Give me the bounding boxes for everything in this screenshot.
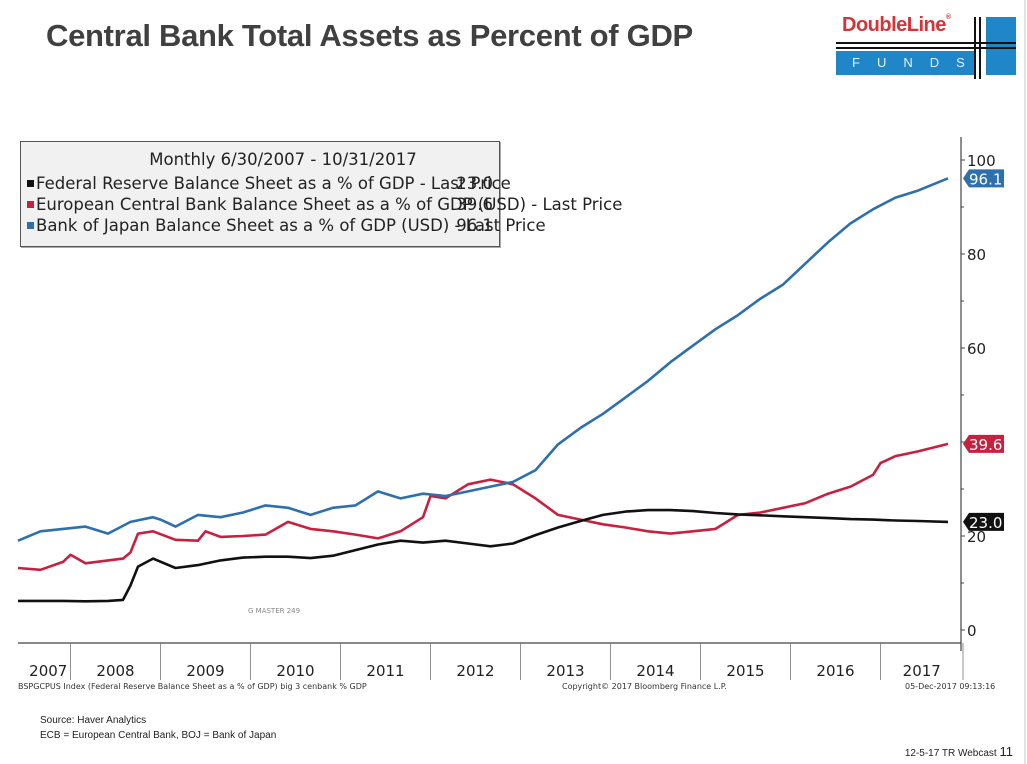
last-value-tag-fed: 23.0 (963, 512, 1004, 532)
logo-blue-square (986, 17, 1016, 75)
x-tick-label: 2009 (186, 662, 224, 680)
logo-brand: DoubleLine® (842, 14, 951, 37)
legend-label-boj: Bank of Japan Balance Sheet as a % of GD… (36, 216, 546, 235)
tag-value: 39.6 (969, 436, 1002, 454)
doubleline-logo: DoubleLine® FUNDS (836, 12, 1016, 79)
bloomberg-timestamp: 05-Dec-2017 09:13:16 (905, 682, 996, 691)
slide-edge (1024, 0, 1026, 764)
logo-line (974, 17, 976, 79)
central-bank-chart: 2007 2008 2009 2010 2011 2012 2013 2014 2015 2016… (17, 137, 1004, 680)
legend-swatch-boj (27, 222, 34, 229)
logo-line (836, 47, 1016, 49)
logo-brand-text: DoubleLine (842, 14, 946, 36)
last-value-tag-boj: 96.1 (963, 169, 1004, 188)
y-tick-label: 0 (967, 622, 977, 640)
legend-label-fed: Federal Reserve Balance Sheet as a % of … (36, 174, 511, 193)
legend-swatch-fed (27, 180, 34, 187)
page-number: 11 (999, 744, 1014, 759)
abbreviations-note: ECB = European Central Bank, BOJ = Bank … (40, 730, 277, 741)
series-line-fed (18, 508, 949, 603)
logo-funds: FUNDS (836, 51, 976, 75)
x-tick-label: 2011 (366, 662, 404, 680)
last-value-tag-ecb: 39.6 (963, 434, 1004, 454)
y-tick-label: 80 (967, 246, 986, 264)
chart-title: Monthly 6/30/2007 - 10/31/2017 (149, 150, 417, 169)
page-title: Central Bank Total Assets as Percent of … (46, 18, 693, 53)
legend-label-ecb: European Central Bank Balance Sheet as a… (36, 195, 623, 214)
footer-label: 12-5-17 TR Webcast (904, 748, 997, 759)
x-tick-label: 2014 (636, 662, 674, 680)
series-line-boj (17, 177, 949, 542)
x-tick-label: 2013 (546, 662, 584, 680)
legend-item-ecb: European Central Bank Balance Sheet as a… (27, 195, 622, 216)
page-footer: 12-5-17 TR Webcast 11 (905, 744, 1013, 759)
x-tick-label: 2007 (29, 662, 67, 680)
series-line-ecb (17, 442, 949, 572)
legend-value-ecb: 39.6 (456, 195, 493, 214)
x-tick-label: 2010 (276, 662, 314, 680)
legend-value-boj: 96.1 (456, 216, 493, 235)
legend-swatch-ecb (27, 201, 34, 208)
bloomberg-copyright: Copyright© 2017 Bloomberg Finance L.P. (562, 682, 727, 691)
x-tick-label: 2012 (456, 662, 494, 680)
tag-value: 96.1 (969, 170, 1002, 188)
chart-legend: Monthly 6/30/2007 - 10/31/2017 Federal R… (20, 141, 622, 247)
logo-registered-mark: ® (945, 14, 951, 21)
tag-background (963, 512, 1004, 531)
logo-line (979, 17, 981, 79)
tag-background (963, 434, 1004, 453)
tag-value: 23.0 (969, 514, 1002, 532)
legend-item-boj: Bank of Japan Balance Sheet as a % of GD… (27, 216, 546, 237)
legend-item-fed: Federal Reserve Balance Sheet as a % of … (27, 174, 511, 195)
bloomberg-index-note: BSPGCPUS Index (Federal Reserve Balance … (18, 682, 367, 691)
logo-line (836, 42, 1016, 44)
legend-value-fed: 23.0 (456, 174, 493, 193)
y-tick-label: 20 (967, 528, 986, 546)
x-tick-label: 2016 (816, 662, 854, 680)
x-tick-label: 2017 (903, 662, 941, 680)
y-tick-label: 100 (967, 152, 996, 170)
tag-background (963, 169, 1004, 188)
x-tick-label: 2008 (96, 662, 134, 680)
source-note: Source: Haver Analytics (40, 715, 147, 726)
x-tick-label: 2015 (726, 662, 764, 680)
y-tick-label: 60 (967, 340, 986, 358)
chart-watermark: G MASTER 249 (248, 607, 301, 615)
